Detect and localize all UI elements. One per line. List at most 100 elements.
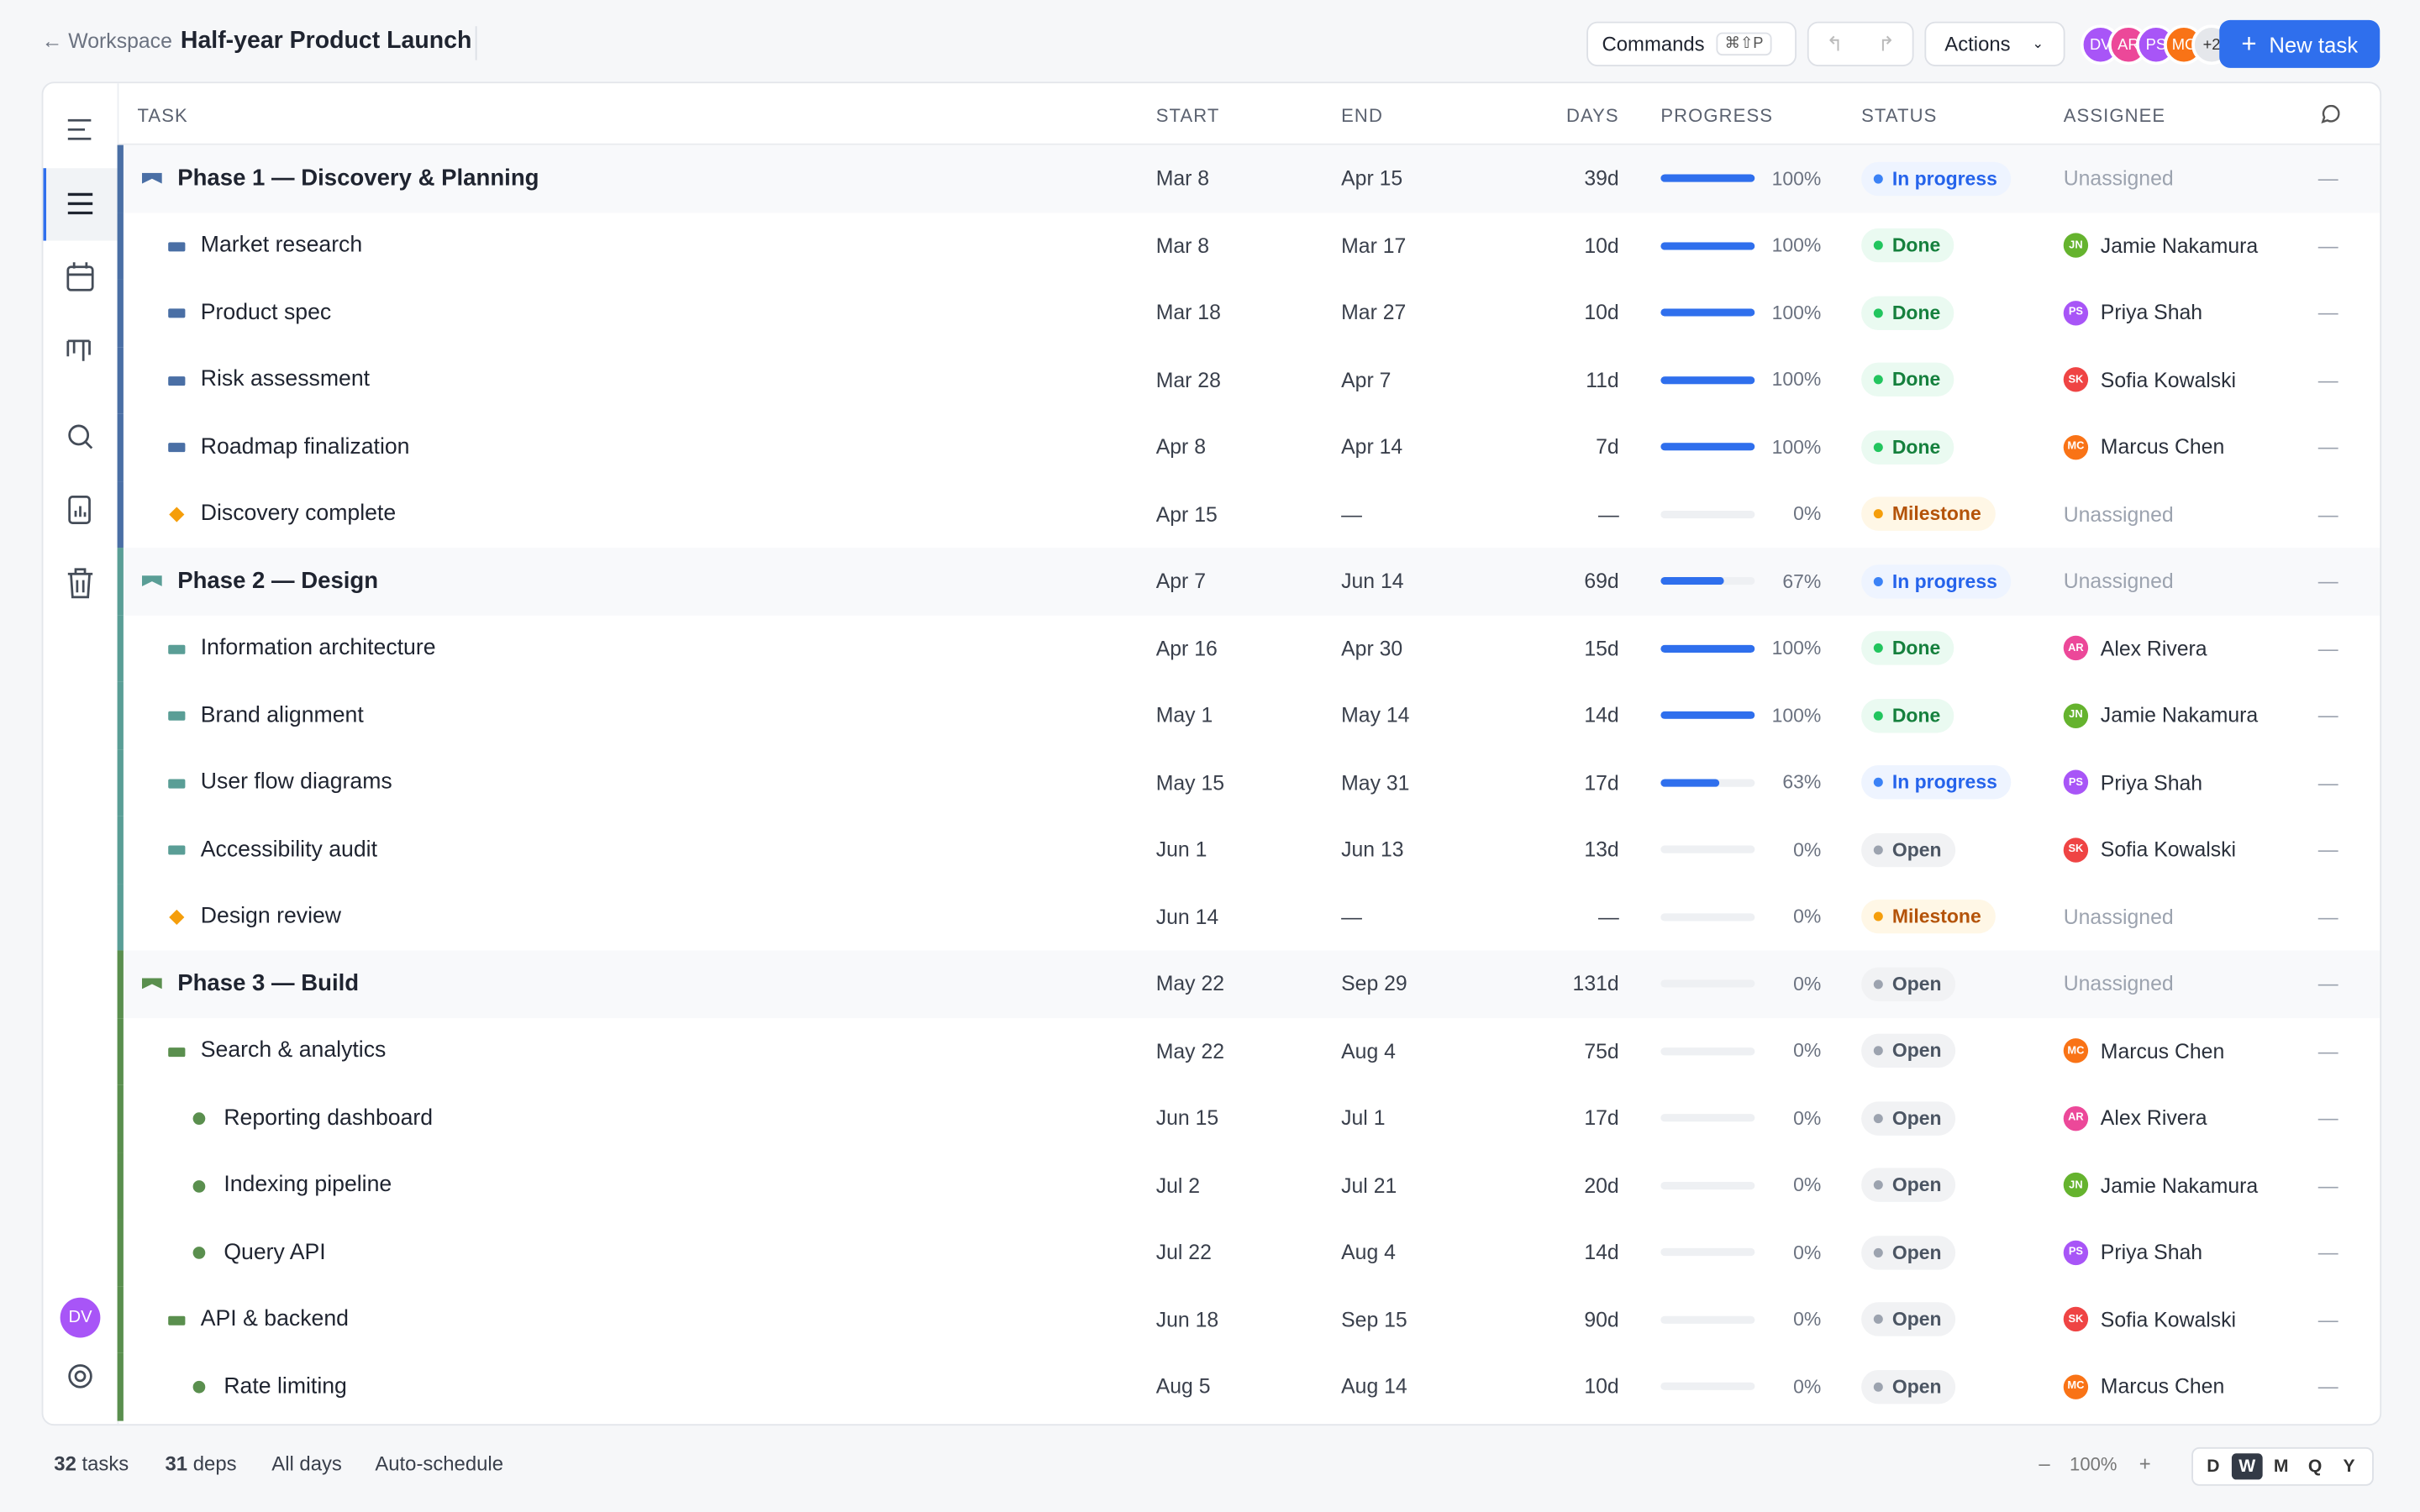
- back-link[interactable]: ← Workspace: [41, 29, 172, 53]
- label: deps: [192, 1452, 237, 1475]
- new-task-button[interactable]: + New task: [2219, 19, 2381, 68]
- status-dot: [1873, 1382, 1883, 1392]
- progress-label: 0%: [1793, 1375, 1822, 1398]
- task-marker: [168, 1315, 186, 1325]
- project-title: Half-year Product Launch: [180, 28, 472, 55]
- progress-track: [1660, 643, 1755, 653]
- status-dot: [1873, 307, 1883, 318]
- task-name: Query API: [224, 1240, 326, 1265]
- task-row[interactable]: API & backend Jun 18 Sep 15 90d 0% Open SK Sofi…: [123, 1285, 2381, 1353]
- end-date: Apr 30: [1341, 637, 1403, 660]
- status-pill: Open: [1861, 832, 1956, 867]
- task-row[interactable]: Reporting dashboard Jun 15 Jul 1 17d 0% Open A…: [123, 1084, 2381, 1152]
- days: 10d: [1584, 234, 1619, 258]
- end-date: Jul 21: [1341, 1173, 1397, 1197]
- comments: —: [2317, 1308, 2338, 1331]
- start-date: May 22: [1155, 972, 1225, 996]
- status-label: Milestone: [1891, 503, 1981, 525]
- task-name: Indexing pipeline: [224, 1173, 392, 1198]
- days: 11d: [1586, 368, 1619, 392]
- status-pill: Open: [1861, 967, 1956, 1001]
- assignee-name: Unassigned: [2063, 570, 2174, 593]
- task-marker: [168, 1047, 186, 1057]
- scale-option[interactable]: Q: [2307, 1457, 2323, 1476]
- user-avatar[interactable]: DV: [60, 1297, 101, 1338]
- schedule[interactable]: Auto-schedule: [375, 1452, 504, 1475]
- task-row[interactable]: Discovery complete Apr 15 — — 0% Milestone Una…: [123, 480, 2381, 549]
- assignee-name: Sofia Kowalski: [2100, 837, 2237, 862]
- scale-option[interactable]: Y: [2343, 1457, 2355, 1476]
- task-row[interactable]: Market research Mar 8 Mar 17 10d 100% Done JN J…: [123, 212, 2381, 280]
- scale-option[interactable]: W: [2231, 1453, 2263, 1480]
- progress-label: 100%: [1771, 234, 1822, 257]
- phase-row[interactable]: Phase 3 — Build May 22 Sep 29 131d 0% Open Una…: [123, 950, 2381, 1018]
- task-row[interactable]: Product spec Mar 18 Mar 27 10d 100% Done PS Pri…: [123, 279, 2381, 347]
- assignee-name: Jamie Nakamura: [2100, 704, 2259, 727]
- actions-button[interactable]: Actions ⌄: [1924, 21, 2065, 66]
- start-date: Jul 22: [1155, 1241, 1212, 1264]
- row-accent: [117, 1285, 124, 1353]
- status-pill: Milestone: [1861, 900, 1996, 934]
- task-row[interactable]: Design review Jun 14 — — 0% Milestone Unassign…: [123, 883, 2381, 951]
- task-name: API & backend: [200, 1307, 349, 1332]
- status-dot: [1873, 979, 1883, 989]
- days: 69d: [1584, 570, 1619, 593]
- start-date: Jun 14: [1155, 905, 1219, 929]
- task-name: Discovery complete: [200, 501, 397, 527]
- days: 17d: [1584, 1106, 1619, 1130]
- subtask-marker: [192, 1380, 206, 1394]
- end-date: May 31: [1341, 770, 1410, 795]
- status-cell: Open: [1861, 950, 1956, 1017]
- scale-option[interactable]: M: [2273, 1457, 2289, 1476]
- progress-track: [1660, 1181, 1755, 1189]
- progress-label: 0%: [1793, 1040, 1822, 1063]
- status-dot: [1873, 174, 1883, 184]
- range[interactable]: All days: [271, 1452, 342, 1475]
- status-cell: Open: [1861, 1084, 1956, 1152]
- task-row[interactable]: User flow diagrams May 15 May 31 17d 63% In p…: [123, 748, 2381, 816]
- status-cell: Open: [1861, 1017, 1956, 1084]
- commands-button[interactable]: Commands ⌘⇧P: [1586, 21, 1797, 66]
- undo-redo[interactable]: ↰ ↱: [1807, 21, 1914, 66]
- col-status: STATUS: [1861, 104, 1938, 127]
- status-label: Open: [1891, 1040, 1942, 1063]
- status-dot: [1873, 911, 1883, 921]
- task-marker: [168, 443, 186, 453]
- col-days: DAYS: [1565, 104, 1619, 127]
- milestone-marker: [169, 908, 185, 925]
- comments: —: [2317, 1374, 2338, 1399]
- task-row[interactable]: Rate limiting Aug 5 Aug 14 10d 0% Open MC Marcu…: [123, 1352, 2381, 1420]
- progress-track: [1660, 979, 1755, 988]
- assignee-name: Sofia Kowalski: [2100, 368, 2237, 392]
- task-row[interactable]: Accessibility audit Jun 1 Jun 13 13d 0% Open S…: [123, 816, 2381, 884]
- progress-label: 0%: [1793, 973, 1822, 995]
- assignee-cell: Unassigned: [2064, 950, 2174, 1017]
- start-date: Apr 15: [1155, 502, 1218, 526]
- progress-track: [1660, 174, 1755, 182]
- task-row[interactable]: Indexing pipeline Jul 2 Jul 21 20d 0% Open JN J…: [123, 1152, 2381, 1220]
- phase-row[interactable]: Phase 2 — Design Apr 7 Jun 14 69d 67% In prog…: [123, 548, 2381, 615]
- task-row[interactable]: Roadmap finalization Apr 8 Apr 14 7d 100% Don…: [123, 413, 2381, 481]
- assignee-name: Unassigned: [2063, 905, 2174, 929]
- row-accent: [117, 1017, 124, 1085]
- status-label: Done: [1891, 234, 1941, 257]
- comments: —: [2317, 570, 2338, 593]
- task-row[interactable]: Information architecture Apr 16 Apr 30 15d 1…: [123, 614, 2381, 682]
- scale-option[interactable]: D: [2207, 1457, 2220, 1476]
- progress-track: [1660, 308, 1755, 317]
- task-row[interactable]: Brand alignment May 1 May 14 14d 100% Done JN J…: [123, 681, 2381, 749]
- zoom-out[interactable]: –: [2039, 1452, 2050, 1475]
- end-date: Aug 14: [1341, 1374, 1407, 1399]
- days: 10d: [1584, 301, 1619, 325]
- task-row[interactable]: Search & analytics May 22 Aug 4 75d 0% Open MC…: [123, 1017, 2381, 1085]
- assignee-name: Jamie Nakamura: [2100, 234, 2259, 258]
- zoom-in[interactable]: +: [2139, 1452, 2151, 1475]
- assignee-name: Unassigned: [2063, 502, 2174, 526]
- task-row[interactable]: Risk assessment Mar 28 Apr 7 11d 100% Done SK S…: [123, 346, 2381, 414]
- phase-row[interactable]: Phase 1 — Discovery & Planning Mar 8 Apr 1…: [123, 144, 2381, 213]
- comments: —: [2317, 1241, 2338, 1264]
- end-date: May 14: [1341, 704, 1410, 727]
- phase-icon: [141, 575, 162, 586]
- task-row[interactable]: Query API Jul 22 Aug 4 14d 0% Open PS Priya Sha…: [123, 1219, 2381, 1286]
